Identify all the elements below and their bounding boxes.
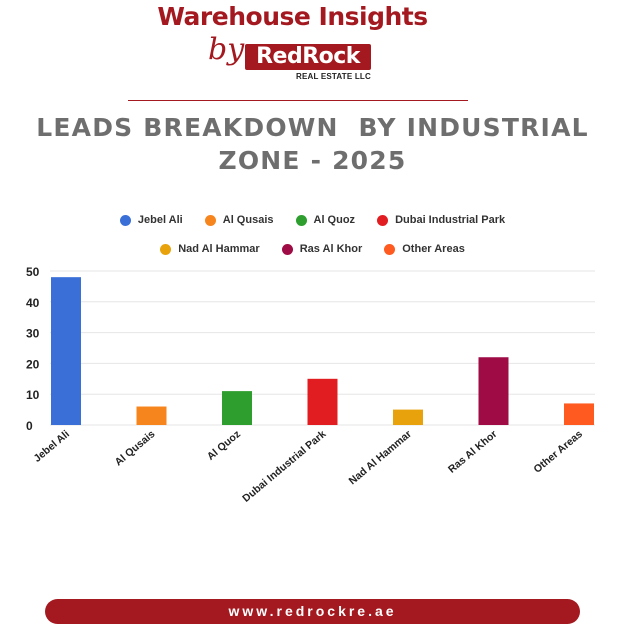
bar bbox=[222, 391, 252, 425]
y-tick-label: 0 bbox=[26, 419, 33, 433]
legend-item: Al Quoz bbox=[295, 214, 356, 226]
legend-item: Nad Al Hammar bbox=[160, 243, 260, 255]
footer-url[interactable]: www.redrockre.ae bbox=[228, 603, 397, 619]
legend-swatch bbox=[204, 214, 216, 226]
brand-title: Warehouse Insights bbox=[157, 2, 428, 31]
y-tick-label: 20 bbox=[26, 357, 40, 371]
legend-label: Other Areas bbox=[402, 243, 465, 255]
legend-swatch bbox=[384, 243, 396, 255]
x-tick-label: Other Areas bbox=[531, 428, 585, 476]
y-tick-label: 50 bbox=[26, 265, 40, 279]
bar bbox=[51, 277, 81, 425]
redrock-logo: RedRock bbox=[245, 44, 371, 70]
title-divider bbox=[128, 100, 468, 101]
logo-subtext: REAL ESTATE LLC bbox=[296, 72, 371, 81]
x-tick-label: Al Quoz bbox=[205, 428, 243, 463]
bar bbox=[307, 378, 338, 425]
x-tick-label: Ras Al Khor bbox=[446, 428, 499, 476]
legend-item: Other Areas bbox=[384, 243, 465, 255]
legend-label: Al Quoz bbox=[313, 214, 356, 226]
chart-title: LEADS BREAKDOWN BY INDUSTRIAL ZONE - 202… bbox=[0, 111, 625, 177]
bar bbox=[393, 409, 423, 425]
legend-label: Ras Al Khor bbox=[299, 243, 363, 255]
x-tick-label: Nad Al Hammar bbox=[347, 428, 414, 487]
legend-swatch bbox=[295, 214, 307, 226]
legend-row-1: Jebel Ali Al Qusais Al Quoz Dubai Industria… bbox=[0, 214, 625, 226]
legend-item: Jebel Ali bbox=[119, 214, 183, 226]
legend-swatch bbox=[281, 243, 293, 255]
chart-title-line-1: LEADS BREAKDOWN BY INDUSTRIAL bbox=[36, 113, 589, 142]
legend-label: Nad Al Hammar bbox=[178, 243, 260, 255]
legend-label: Jebel Ali bbox=[137, 214, 183, 226]
legend-swatch bbox=[119, 214, 131, 226]
x-tick-label: Dubai Industrial Park bbox=[240, 428, 328, 505]
legend-swatch bbox=[377, 214, 389, 226]
bar bbox=[478, 357, 509, 425]
legend-item: Ras Al Khor bbox=[281, 243, 363, 255]
footer-url-bar[interactable]: www.redrockre.ae bbox=[45, 599, 580, 624]
legend-label: Al Qusais bbox=[222, 214, 274, 226]
legend-item: Al Qusais bbox=[204, 214, 274, 226]
y-tick-label: 10 bbox=[26, 388, 40, 402]
legend-label: Dubai Industrial Park bbox=[395, 214, 506, 226]
legend-swatch bbox=[160, 243, 172, 255]
y-tick-label: 30 bbox=[26, 327, 40, 341]
x-tick-label: Jebel Ali bbox=[31, 428, 72, 465]
chart-title-line-2: ZONE - 2025 bbox=[218, 146, 407, 175]
legend-row-2: Nad Al Hammar Ras Al Khor Other Areas bbox=[0, 243, 625, 255]
x-tick-label: Al Qusais bbox=[113, 428, 158, 468]
y-tick-label: 40 bbox=[26, 296, 40, 310]
by-text: by bbox=[208, 32, 245, 67]
bar bbox=[136, 406, 167, 425]
bar bbox=[564, 403, 594, 425]
bar-chart: 0 10 20 30 40 50 Jebel Ali Al Qusais Al QuozDuba… bbox=[26, 265, 595, 505]
legend-item: Dubai Industrial Park bbox=[377, 214, 505, 226]
